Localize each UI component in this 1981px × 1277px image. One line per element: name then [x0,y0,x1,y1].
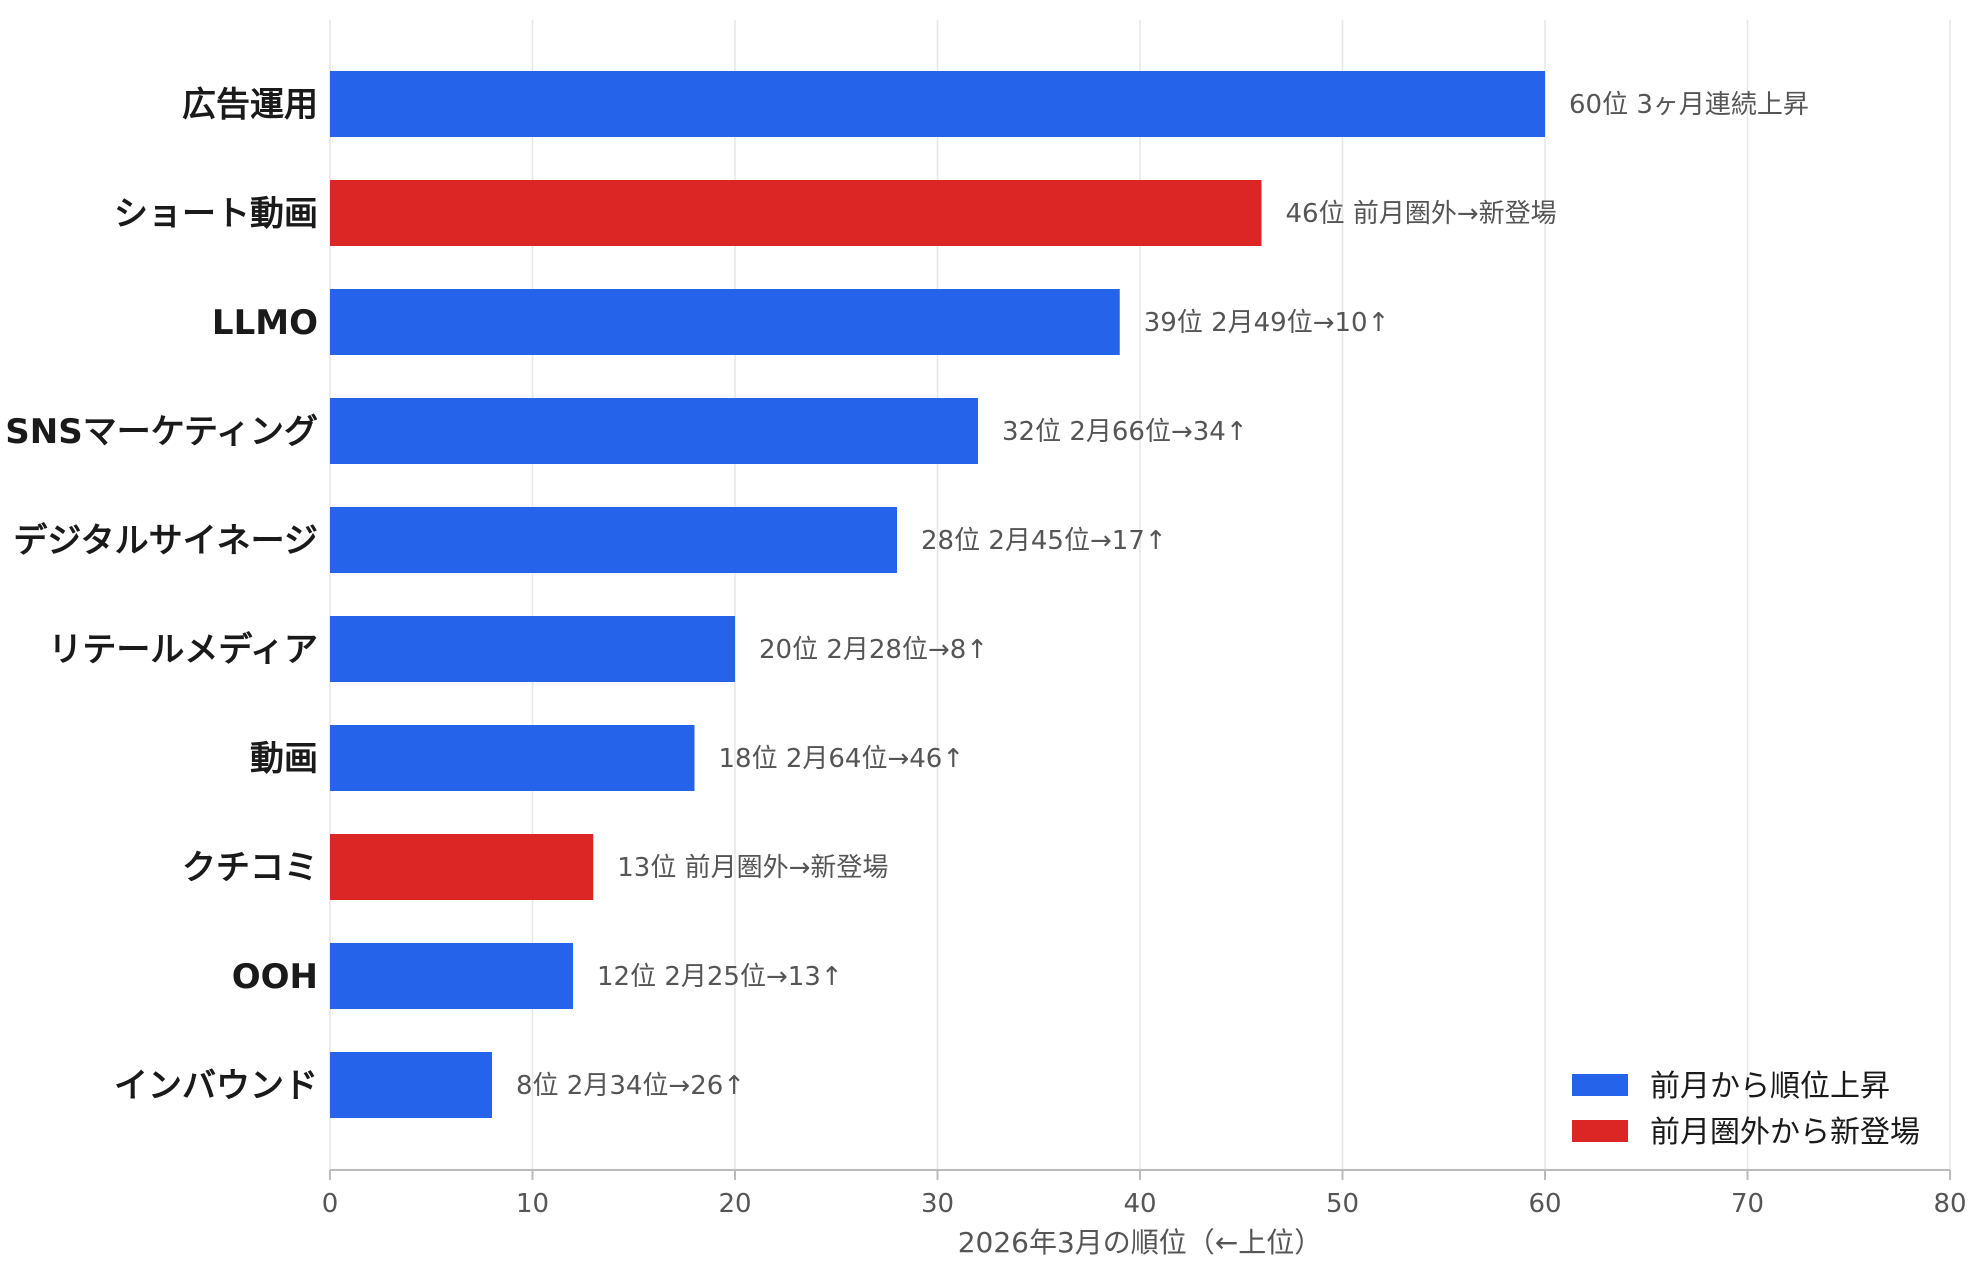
x-tick-label: 30 [921,1189,954,1219]
category-label: クチコミ [182,848,318,888]
category-label: ショート動画 [114,194,318,234]
bar-value-label: 8位 2月34位→26↑ [516,1071,745,1101]
x-tick-label: 20 [718,1189,751,1219]
bar [330,834,594,900]
x-tick-label: 0 [322,1189,339,1219]
bar [330,1052,492,1118]
bar-value-label: 20位 2月28位→8↑ [759,635,988,665]
category-label: SNSマーケティング [5,412,318,452]
x-tick-label: 80 [1933,1189,1966,1219]
bar [330,943,573,1009]
category-label: 広告運用 [182,85,318,125]
legend-label: 前月圏外から新登場 [1650,1115,1920,1150]
bar-value-label: 12位 2月25位→13↑ [597,962,843,992]
x-tick-label: 40 [1123,1189,1156,1219]
x-axis-title: 2026年3月の順位（←上位） [958,1226,1323,1259]
bar-value-label: 32位 2月66位→34↑ [1002,417,1248,447]
bar-value-label: 28位 2月45位→17↑ [921,526,1167,556]
x-tick-label: 10 [516,1189,549,1219]
bar-value-label: 46位 前月圏外→新登場 [1286,199,1557,229]
category-label: 動画 [250,739,318,779]
x-tick-label: 50 [1326,1189,1359,1219]
bar [330,398,978,464]
category-label: OOH [232,957,318,997]
bar [330,180,1262,246]
category-label: インバウンド [114,1066,318,1106]
bar-value-label: 13位 前月圏外→新登場 [617,853,888,883]
category-label: デジタルサイネージ [13,521,318,561]
bar [330,616,735,682]
x-tick-label: 70 [1731,1189,1764,1219]
bar [330,507,897,573]
legend-label: 前月から順位上昇 [1650,1069,1890,1104]
category-label: LLMO [212,303,318,343]
legend-swatch [1572,1120,1628,1142]
category-label: リテールメディア [48,630,318,670]
bar-value-label: 18位 2月64位→46↑ [719,744,965,774]
bar-value-label: 60位 3ヶ月連続上昇 [1569,90,1809,120]
x-tick-label: 60 [1528,1189,1561,1219]
legend-swatch [1572,1074,1628,1096]
bar-value-label: 39位 2月49位→10↑ [1144,308,1390,338]
x-axis: 0 10 20 30 40 50 60 70 80 [322,1169,1967,1219]
bar [330,289,1120,355]
bar [330,725,695,791]
bar [330,71,1545,137]
